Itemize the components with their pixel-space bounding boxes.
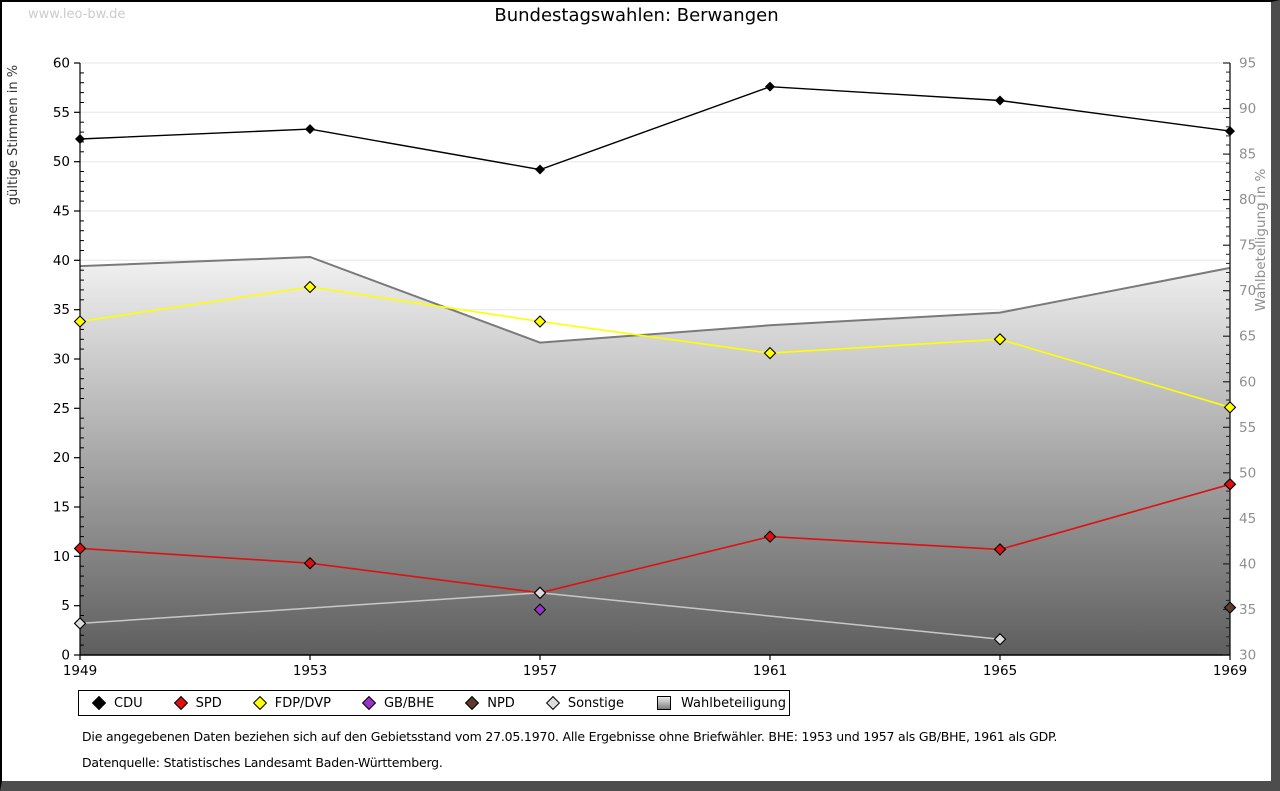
svg-text:1969: 1969 bbox=[1213, 663, 1247, 679]
svg-text:80: 80 bbox=[1239, 192, 1256, 208]
x-axis-ticks: 1949 1953 1957 1961 1965 1969 bbox=[63, 655, 1247, 679]
legend-marker-npd-diamond-icon bbox=[465, 695, 480, 711]
svg-text:45: 45 bbox=[1239, 511, 1256, 527]
right-axis-ticks: 30 35 40 45 50 55 60 65 70 75 80 85 90 95 bbox=[1223, 56, 1256, 664]
series-line-spd bbox=[79, 483, 1231, 594]
legend-label: NPD bbox=[487, 695, 515, 711]
legend-marker-wahlbeteiligung-square-icon bbox=[657, 696, 671, 710]
series-markers-sonstige bbox=[73, 586, 1007, 646]
series-line-cdu bbox=[79, 85, 1231, 171]
svg-text:45: 45 bbox=[53, 204, 70, 220]
svg-text:50: 50 bbox=[53, 154, 70, 170]
legend-marker-gb-bhe-diamond-icon bbox=[361, 695, 377, 711]
legend-item-cdu: CDU bbox=[91, 695, 143, 711]
left-axis-title: gültige Stimmen in % bbox=[6, 65, 21, 205]
svg-text:0: 0 bbox=[61, 648, 70, 664]
legend-marker-sonstige-diamond-icon bbox=[545, 695, 560, 711]
svg-text:1949: 1949 bbox=[63, 663, 97, 679]
legend-marker-fdp-dvp-diamond-icon bbox=[252, 695, 267, 711]
svg-text:25: 25 bbox=[53, 401, 70, 417]
svg-text:20: 20 bbox=[53, 450, 70, 466]
right-axis-title: Wahlbeteiligung in % bbox=[1253, 168, 1269, 311]
series-markers-npd bbox=[1223, 601, 1237, 614]
svg-text:35: 35 bbox=[1239, 602, 1256, 618]
chart-svg: 0 5 10 15 20 25 30 35 40 45 50 55 60 30 35 40 45 50 55 60 65… bbox=[6, 56, 1269, 680]
legend-label: FDP/DVP bbox=[274, 695, 331, 711]
series-markers-cdu bbox=[75, 81, 1235, 175]
svg-text:70: 70 bbox=[1239, 283, 1256, 299]
svg-text:85: 85 bbox=[1239, 147, 1256, 163]
svg-text:65: 65 bbox=[1239, 329, 1256, 345]
chart-title: Bundestagswahlen: Berwangen bbox=[494, 5, 779, 26]
svg-text:50: 50 bbox=[1239, 465, 1256, 481]
svg-text:40: 40 bbox=[53, 253, 70, 269]
legend-label: SPD bbox=[195, 695, 222, 711]
chart-canvas: 0 5 10 15 20 25 30 35 40 45 50 55 60 30 35 40 45 50 55 60 65… bbox=[2, 2, 1271, 688]
svg-text:10: 10 bbox=[53, 549, 70, 565]
svg-text:30: 30 bbox=[53, 352, 70, 368]
legend-label: Wahlbeteiligung bbox=[681, 695, 787, 711]
svg-text:1957: 1957 bbox=[523, 663, 557, 679]
svg-text:90: 90 bbox=[1239, 101, 1256, 117]
svg-text:35: 35 bbox=[53, 302, 70, 318]
legend-marker-cdu-diamond-icon bbox=[91, 695, 107, 711]
svg-text:30: 30 bbox=[1239, 648, 1256, 664]
svg-text:55: 55 bbox=[53, 105, 70, 121]
svg-text:40: 40 bbox=[1239, 556, 1256, 572]
series-line-fdp-dvp bbox=[79, 286, 1231, 409]
svg-text:95: 95 bbox=[1239, 56, 1256, 72]
series-markers-fdp-dvp bbox=[73, 280, 1237, 414]
svg-text:55: 55 bbox=[1239, 420, 1256, 436]
legend-item-sonstige: Sonstige bbox=[545, 695, 624, 711]
svg-text:1965: 1965 bbox=[983, 663, 1017, 679]
legend: CDU SPD FDP/DVP GB/BHE NPD Sonstige Wahlbeteil… bbox=[78, 690, 790, 716]
svg-text:75: 75 bbox=[1239, 238, 1256, 254]
legend-item-spd: SPD bbox=[173, 695, 222, 711]
series-markers-gb-bhe bbox=[533, 603, 547, 616]
svg-text:15: 15 bbox=[53, 500, 70, 516]
legend-item-npd: NPD bbox=[465, 695, 515, 711]
footer-source: Datenquelle: Statistisches Landesamt Bad… bbox=[82, 755, 443, 770]
legend-marker-spd-diamond-icon bbox=[173, 695, 188, 711]
svg-text:60: 60 bbox=[1239, 374, 1256, 390]
legend-label: Sonstige bbox=[567, 695, 624, 711]
svg-text:1961: 1961 bbox=[753, 663, 787, 679]
legend-label: GB/BHE bbox=[383, 695, 435, 711]
legend-item-gb-bhe: GB/BHE bbox=[361, 695, 435, 711]
series-markers-spd bbox=[73, 478, 1237, 600]
legend-item-wahlbeteiligung: Wahlbeteiligung bbox=[657, 696, 786, 711]
svg-text:60: 60 bbox=[53, 56, 70, 72]
legend-item-fdp-dvp: FDP/DVP bbox=[252, 695, 331, 711]
svg-text:5: 5 bbox=[61, 598, 70, 614]
legend-label: CDU bbox=[114, 695, 143, 711]
svg-text:1953: 1953 bbox=[293, 663, 327, 679]
watermark: www.leo-bw.de bbox=[28, 7, 126, 22]
left-axis-ticks: 0 5 10 15 20 25 30 35 40 45 50 55 60 bbox=[53, 56, 84, 664]
series-wahlbeteiligung-area bbox=[79, 255, 1231, 655]
footer-note: Die angegebenen Daten beziehen sich auf … bbox=[82, 729, 1058, 744]
